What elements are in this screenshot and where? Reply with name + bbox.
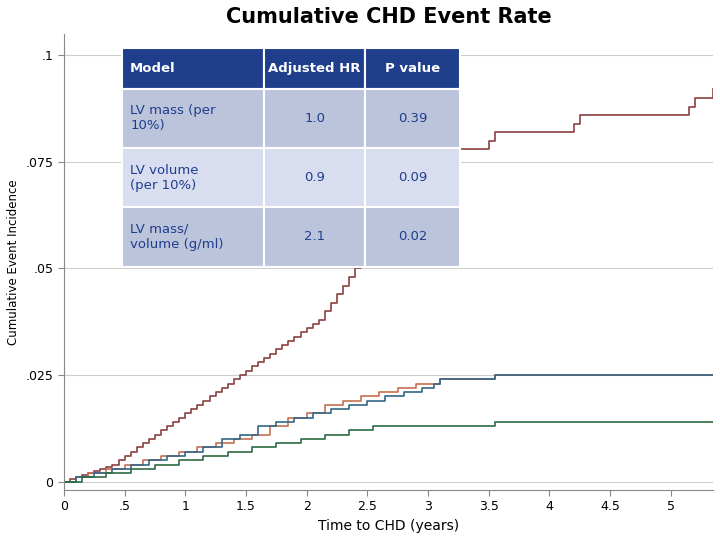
Text: LV volume
(per 10%): LV volume (per 10%)	[130, 164, 199, 192]
Text: 1.0: 1.0	[305, 112, 325, 125]
Text: 0.9: 0.9	[305, 171, 325, 184]
Text: 0.39: 0.39	[398, 112, 428, 125]
Text: 0.02: 0.02	[398, 231, 428, 244]
FancyBboxPatch shape	[264, 89, 365, 148]
Text: 0.09: 0.09	[398, 171, 427, 184]
FancyBboxPatch shape	[365, 148, 460, 207]
Text: P value: P value	[385, 62, 440, 75]
Text: LV mass/
volume (g/ml): LV mass/ volume (g/ml)	[130, 223, 224, 251]
Text: Model: Model	[130, 62, 176, 75]
Text: Adjusted HR: Adjusted HR	[269, 62, 361, 75]
Y-axis label: Cumulative Event Incidence: Cumulative Event Incidence	[7, 179, 20, 345]
FancyBboxPatch shape	[264, 48, 365, 89]
FancyBboxPatch shape	[365, 207, 460, 267]
Title: Cumulative CHD Event Rate: Cumulative CHD Event Rate	[225, 7, 552, 27]
X-axis label: Time to CHD (years): Time to CHD (years)	[318, 519, 459, 533]
Text: 2.1: 2.1	[304, 231, 325, 244]
FancyBboxPatch shape	[122, 48, 264, 89]
Text: LV mass (per
10%): LV mass (per 10%)	[130, 104, 215, 132]
FancyBboxPatch shape	[122, 89, 264, 148]
FancyBboxPatch shape	[264, 148, 365, 207]
FancyBboxPatch shape	[264, 207, 365, 267]
FancyBboxPatch shape	[365, 89, 460, 148]
FancyBboxPatch shape	[365, 48, 460, 89]
FancyBboxPatch shape	[122, 148, 264, 207]
FancyBboxPatch shape	[122, 207, 264, 267]
